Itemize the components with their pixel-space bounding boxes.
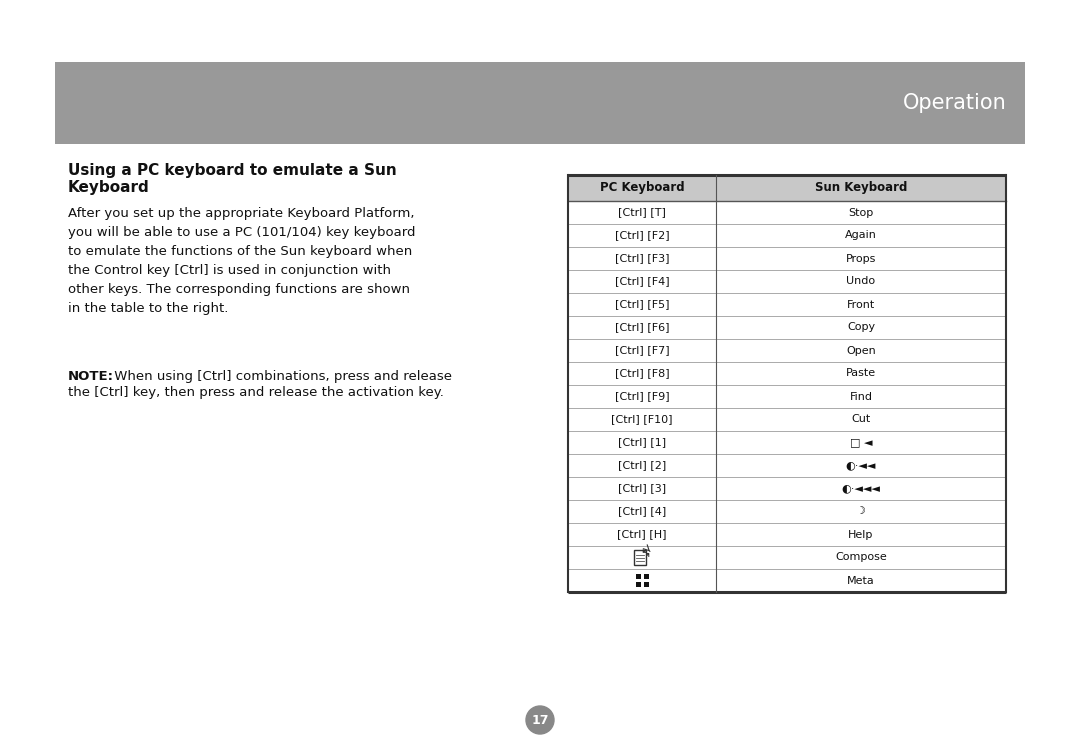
- FancyBboxPatch shape: [634, 550, 646, 565]
- Bar: [568, 224, 1005, 247]
- Text: the [Ctrl] key, then press and release the activation key.: the [Ctrl] key, then press and release t…: [68, 386, 444, 399]
- Bar: [568, 362, 1005, 385]
- Bar: [568, 431, 1005, 454]
- Text: Props: Props: [846, 253, 876, 263]
- Text: PC Keyboard: PC Keyboard: [599, 181, 685, 195]
- Bar: [568, 523, 1005, 546]
- Text: 📋↗: 📋↗: [633, 551, 651, 564]
- Text: Help: Help: [848, 529, 874, 539]
- Text: Paste: Paste: [846, 368, 876, 378]
- Bar: [568, 339, 1005, 362]
- Bar: [568, 316, 1005, 339]
- Text: [Ctrl] [H]: [Ctrl] [H]: [618, 529, 666, 539]
- Text: Using a PC keyboard to emulate a Sun: Using a PC keyboard to emulate a Sun: [68, 163, 396, 178]
- Circle shape: [526, 706, 554, 734]
- Bar: [568, 500, 1005, 523]
- Text: Compose: Compose: [835, 553, 887, 562]
- Text: [Ctrl] [F5]: [Ctrl] [F5]: [615, 299, 670, 310]
- Text: Stop: Stop: [849, 208, 874, 217]
- Text: [Ctrl] [F6]: [Ctrl] [F6]: [615, 323, 670, 332]
- Text: [Ctrl] [F10]: [Ctrl] [F10]: [611, 414, 673, 424]
- Text: [Ctrl] [F3]: [Ctrl] [F3]: [615, 253, 670, 263]
- Text: ☽: ☽: [856, 507, 866, 517]
- Text: Meta: Meta: [847, 575, 875, 586]
- Bar: [568, 247, 1005, 270]
- Bar: [568, 175, 1005, 201]
- Text: [Ctrl] [4]: [Ctrl] [4]: [618, 507, 666, 517]
- Polygon shape: [643, 550, 646, 553]
- Bar: [644, 574, 648, 579]
- Bar: [55, 62, 1025, 144]
- Text: [Ctrl] [3]: [Ctrl] [3]: [618, 484, 666, 493]
- Text: When using [Ctrl] combinations, press and release: When using [Ctrl] combinations, press an…: [110, 370, 453, 383]
- Bar: [568, 385, 1005, 408]
- Text: □ ◄: □ ◄: [850, 438, 873, 447]
- Text: [Ctrl] [2]: [Ctrl] [2]: [618, 460, 666, 471]
- Bar: [644, 582, 648, 587]
- Text: After you set up the appropriate Keyboard Platform,
you will be able to use a PC: After you set up the appropriate Keyboar…: [68, 207, 416, 315]
- Bar: [568, 477, 1005, 500]
- Bar: [635, 582, 640, 587]
- Bar: [635, 574, 640, 579]
- Text: Cut: Cut: [851, 414, 870, 424]
- Text: Front: Front: [847, 299, 875, 310]
- Bar: [568, 293, 1005, 316]
- Text: [Ctrl] [F8]: [Ctrl] [F8]: [615, 368, 670, 378]
- Text: [Ctrl] [F4]: [Ctrl] [F4]: [615, 277, 670, 287]
- Bar: [568, 270, 1005, 293]
- Text: ◐·◄◄: ◐·◄◄: [846, 460, 876, 471]
- Bar: [568, 569, 1005, 592]
- Text: Open: Open: [846, 345, 876, 356]
- Text: Find: Find: [850, 392, 873, 402]
- Text: NOTE:: NOTE:: [68, 370, 114, 383]
- Text: Undo: Undo: [847, 277, 876, 287]
- Text: [Ctrl] [F7]: [Ctrl] [F7]: [615, 345, 670, 356]
- Text: Again: Again: [845, 231, 877, 241]
- Text: Operation: Operation: [903, 93, 1007, 113]
- Text: Sun Keyboard: Sun Keyboard: [814, 181, 907, 195]
- Text: [Ctrl] [F2]: [Ctrl] [F2]: [615, 231, 670, 241]
- Text: [Ctrl] [1]: [Ctrl] [1]: [618, 438, 666, 447]
- Bar: [568, 201, 1005, 224]
- Text: 17: 17: [531, 714, 549, 726]
- Bar: [568, 454, 1005, 477]
- Text: [Ctrl] [T]: [Ctrl] [T]: [618, 208, 666, 217]
- Text: ◐·◄◄◄: ◐·◄◄◄: [841, 484, 880, 493]
- Bar: [568, 408, 1005, 431]
- Text: Keyboard: Keyboard: [68, 180, 150, 195]
- Text: [Ctrl] [F9]: [Ctrl] [F9]: [615, 392, 670, 402]
- Bar: [568, 546, 1005, 569]
- Text: Copy: Copy: [847, 323, 875, 332]
